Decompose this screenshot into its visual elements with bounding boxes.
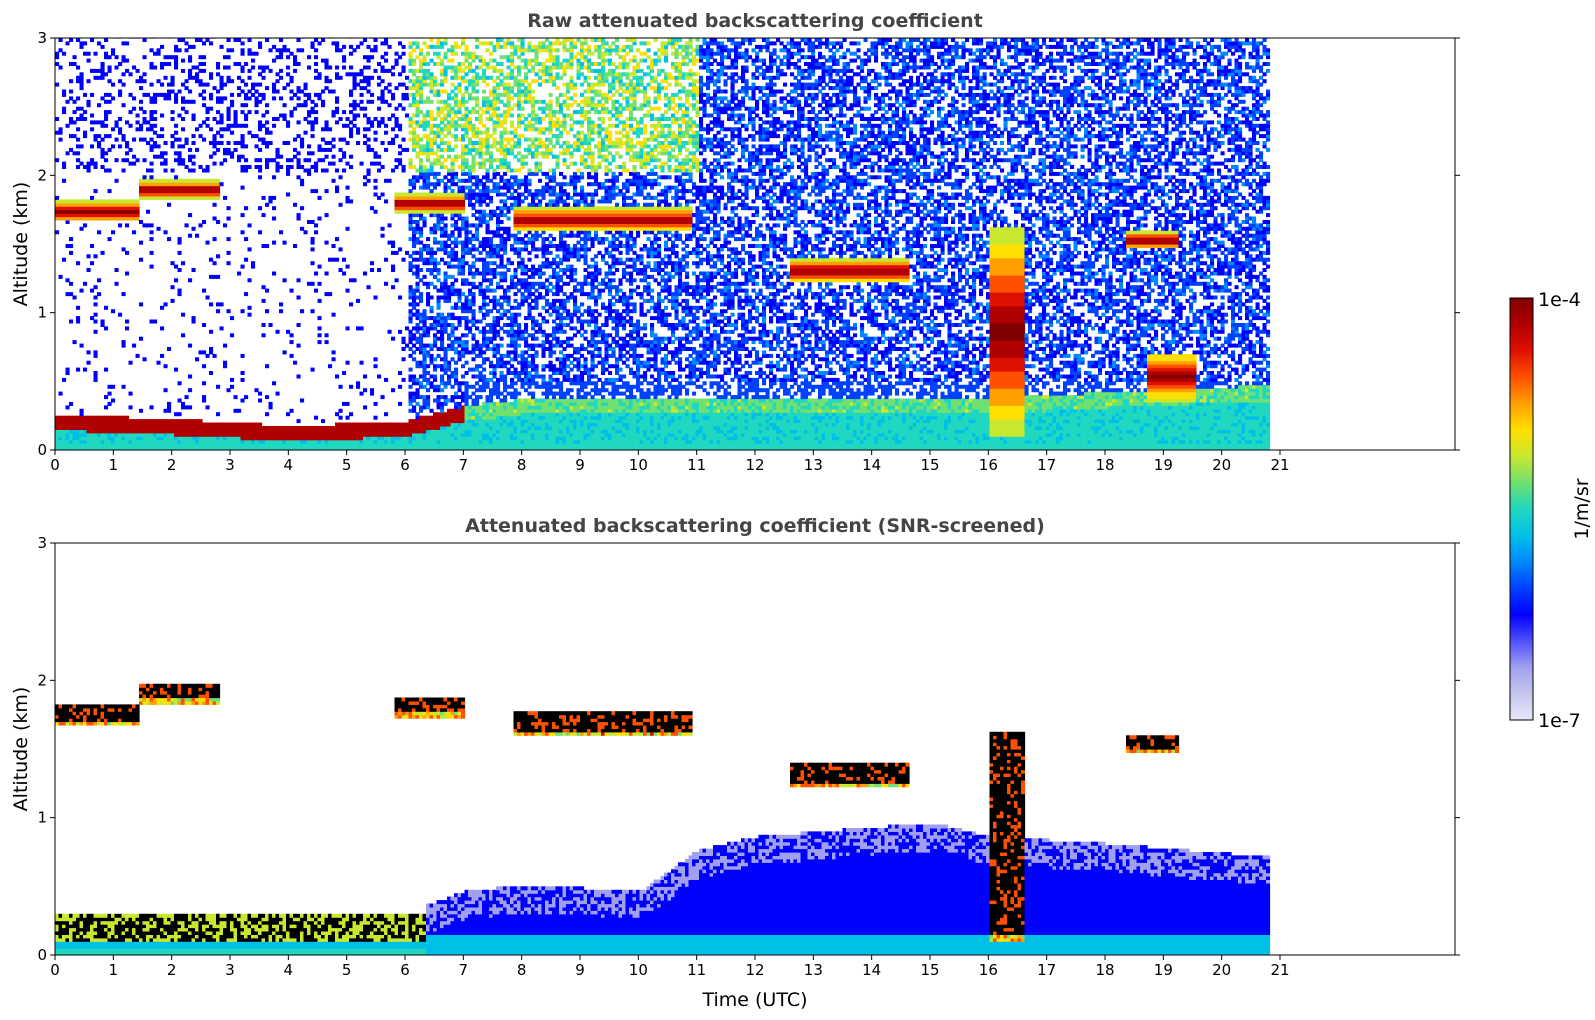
x-tick-label: 18: [1095, 456, 1114, 474]
heatmap-area: [55, 683, 1271, 955]
y-tick-label: 2: [37, 671, 47, 689]
x-tick-label: 10: [629, 961, 648, 979]
x-tick-label: 20: [1212, 961, 1231, 979]
x-tick-label: 9: [575, 961, 585, 979]
x-tick-label: 14: [862, 456, 881, 474]
x-tick-label: 2: [167, 456, 177, 474]
y-axis-label: Altitude (km): [10, 182, 32, 307]
x-tick-label: 7: [459, 456, 469, 474]
y-tick-label: 3: [37, 534, 47, 552]
x-tick-label: 0: [50, 961, 60, 979]
x-tick-label: 11: [687, 961, 706, 979]
x-tick-label: 12: [745, 961, 764, 979]
x-tick-label: 13: [804, 961, 823, 979]
x-tick-label: 17: [1037, 961, 1056, 979]
y-tick-label: 0: [37, 441, 47, 459]
x-tick-label: 13: [804, 456, 823, 474]
x-tick-label: 8: [517, 456, 527, 474]
colorbar-min-label: 1e-7: [1538, 710, 1581, 732]
y-axis: 0 1 2 3: [37, 29, 1460, 459]
x-tick-label: 14: [862, 961, 881, 979]
x-tick-label: 17: [1037, 456, 1056, 474]
x-tick-label: 3: [225, 961, 235, 979]
panel-title: Attenuated backscattering coefficient (S…: [465, 515, 1045, 537]
x-axis-label: Time (UTC): [701, 989, 807, 1011]
x-tick-label: 19: [1154, 961, 1173, 979]
x-tick-label: 19: [1154, 456, 1173, 474]
heatmap-area: [55, 38, 1271, 450]
x-tick-label: 18: [1095, 961, 1114, 979]
panel-raw: Raw attenuated backscattering coefficien…: [10, 10, 1460, 474]
x-tick-label: 21: [1270, 961, 1289, 979]
x-tick-label: 3: [225, 456, 235, 474]
x-tick-label: 21: [1270, 456, 1289, 474]
y-tick-label: 3: [37, 29, 47, 47]
x-tick-label: 12: [745, 456, 764, 474]
x-tick-label: 16: [979, 961, 998, 979]
x-tick-label: 9: [575, 456, 585, 474]
y-axis-label: Altitude (km): [10, 687, 32, 812]
x-tick-label: 20: [1212, 456, 1231, 474]
x-tick-label: 6: [400, 456, 410, 474]
x-tick-label: 1: [109, 456, 119, 474]
x-axis: 0 1 2 3 4 5 6 7 8 9 10 11 12 13 14 15 16 17 18 19 20 21: [50, 450, 1290, 474]
x-tick-label: 16: [979, 456, 998, 474]
y-tick-label: 2: [37, 166, 47, 184]
x-tick-label: 6: [400, 961, 410, 979]
x-tick-label: 1: [109, 961, 119, 979]
colorbar-unit-label: 1/m/sr: [1571, 478, 1593, 539]
x-tick-label: 7: [459, 961, 469, 979]
x-tick-label: 5: [342, 456, 352, 474]
panel-title: Raw attenuated backscattering coefficien…: [527, 10, 983, 32]
x-tick-label: 10: [629, 456, 648, 474]
x-axis: 0 1 2 3 4 5 6 7 8 9 10 11 12 13 14 15 16 17 18 19 20 21: [50, 955, 1290, 979]
x-tick-label: 5: [342, 961, 352, 979]
x-tick-label: 11: [687, 456, 706, 474]
colorbar-scale: [1509, 297, 1534, 721]
x-tick-label: 8: [517, 961, 527, 979]
x-tick-label: 4: [284, 456, 294, 474]
colorbar: 1e-4 1e-7 1/m/sr: [1509, 289, 1593, 732]
y-tick-label: 1: [37, 304, 47, 322]
x-tick-label: 2: [167, 961, 177, 979]
x-tick-label: 15: [920, 456, 939, 474]
y-tick-label: 0: [37, 946, 47, 964]
panel-snr-screened: Attenuated backscattering coefficient (S…: [10, 515, 1460, 1011]
x-tick-label: 4: [284, 961, 294, 979]
y-tick-label: 1: [37, 809, 47, 827]
y-axis: 0 1 2 3: [37, 534, 1460, 964]
colorbar-max-label: 1e-4: [1538, 289, 1581, 311]
x-tick-label: 0: [50, 456, 60, 474]
x-tick-label: 15: [920, 961, 939, 979]
